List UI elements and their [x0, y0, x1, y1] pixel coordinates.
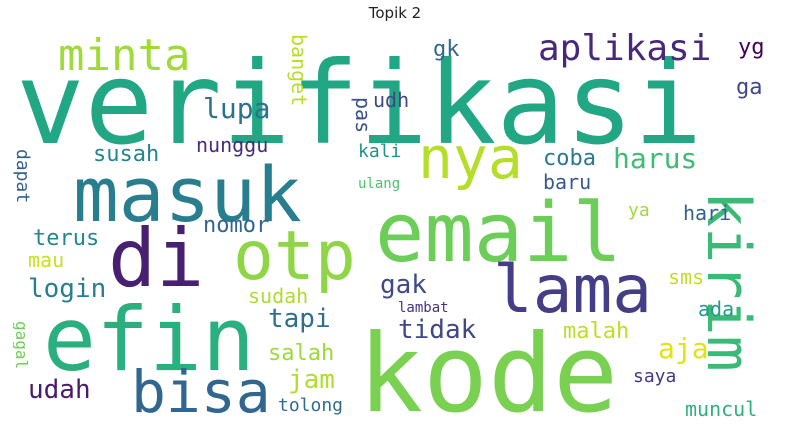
word-udah: udah [28, 375, 91, 405]
word-baru: baru [543, 170, 592, 194]
word-dapat: dapat [13, 149, 33, 204]
word-nomor: nomor [203, 213, 270, 238]
word-lupa: lupa [203, 92, 271, 125]
word-lama: lama [493, 251, 652, 328]
word-pas: pas [351, 97, 375, 134]
word-verifikasi: verifikasi [16, 37, 703, 170]
word-ulang: ulang [358, 176, 401, 192]
word-harus: harus [613, 142, 698, 175]
word-gk: gk [433, 37, 460, 62]
word-hari: hari [683, 201, 732, 225]
word-kode: kode [358, 312, 619, 421]
word-lambat: lambat [398, 300, 449, 316]
word-aplikasi: aplikasi [538, 31, 712, 69]
word-sms: sms [668, 265, 705, 289]
word-saya: saya [633, 366, 677, 387]
word-banget: banget [287, 34, 311, 107]
word-cloud: verifikasi kode email masuk efin di otp … [13, 31, 777, 420]
word-minta: minta [58, 31, 191, 81]
word-malah: malah [563, 319, 630, 344]
word-login: login [28, 274, 107, 304]
word-efin: efin [43, 288, 255, 391]
word-salah: salah [268, 341, 335, 366]
word-mau: mau [28, 248, 65, 272]
word-ya: ya [628, 200, 650, 221]
word-kali: kali [358, 141, 402, 162]
word-terus: terus [33, 226, 100, 251]
word-kirim: kirim [693, 191, 763, 372]
word-tapi: tapi [268, 304, 331, 334]
chart-title: Topik 2 [368, 4, 422, 22]
word-tolong: tolong [278, 395, 344, 416]
word-susah: susah [93, 142, 160, 167]
word-email: email [375, 186, 622, 281]
word-sudah: sudah [248, 284, 309, 308]
word-jam: jam [288, 365, 335, 395]
word-masuk: masuk [73, 150, 302, 239]
word-bisa: bisa [131, 358, 271, 420]
word-muncul: muncul [685, 397, 758, 420]
word-otp: otp [233, 217, 356, 296]
word-gak: gak [380, 270, 427, 300]
word-di: di [108, 212, 205, 305]
word-tidak: tidak [398, 315, 477, 345]
word-aja: aja [658, 332, 709, 365]
word-coba: coba [543, 146, 596, 171]
word-yg: yg [738, 35, 765, 60]
word-ada: ada [698, 297, 735, 321]
word-ga: ga [736, 75, 763, 100]
word-udh: udh [373, 88, 410, 112]
word-nya: nya [418, 124, 523, 192]
word-nunggu: nunggu [196, 133, 269, 157]
word-gagal: gagal [13, 321, 31, 370]
